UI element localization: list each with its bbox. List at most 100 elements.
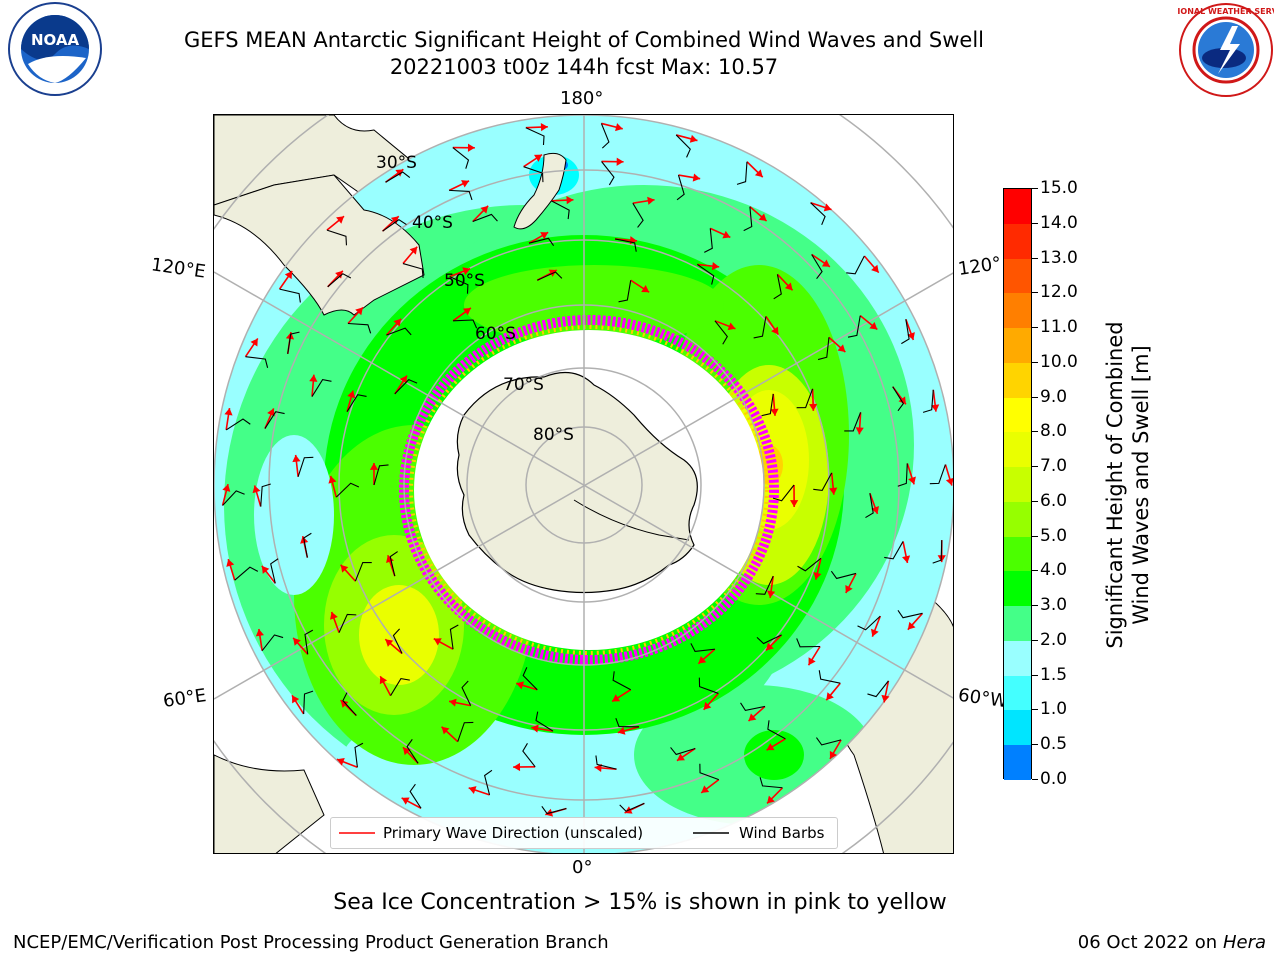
wind-barb	[601, 161, 615, 186]
wave-arrow-head	[826, 692, 834, 701]
lon-label-120w: 120°	[956, 253, 1003, 280]
wind-barb	[773, 274, 782, 300]
wave-arrow-head	[462, 267, 471, 276]
wave-arrow-head	[433, 638, 442, 646]
wave-arrow-head	[267, 408, 275, 417]
lon-label-60w: 60°W	[956, 684, 1009, 713]
wind-barb	[304, 629, 314, 655]
wave-arrow-head	[347, 390, 356, 399]
wave-arrow-head	[766, 590, 776, 598]
wind-barb	[830, 570, 857, 580]
wind-barb	[847, 315, 861, 338]
colorbar-tick-label: 8.0	[1040, 421, 1068, 442]
wind-barb	[261, 634, 284, 652]
wind-barb	[472, 213, 498, 223]
wave-arrow-head	[226, 559, 235, 567]
wave-arrow-head	[399, 375, 407, 384]
wind-barb	[260, 483, 271, 507]
wave-arrow-head	[462, 307, 471, 316]
wave-arrow-head	[647, 196, 655, 205]
wave-arrow-head	[758, 213, 767, 222]
map-panel	[213, 114, 954, 854]
wind-barb	[740, 702, 766, 711]
wind-barb	[932, 540, 943, 564]
wave-arrow-head	[808, 403, 818, 411]
colorbar-segment	[1004, 189, 1031, 225]
wave-arrow-head	[513, 762, 521, 772]
lon-label-0: 0°	[572, 857, 593, 878]
wind-barb	[614, 238, 637, 252]
chart-subtitle: 20221003 t00z 144h fcst Max: 10.57	[389, 55, 779, 79]
wave-arrow-head	[770, 408, 779, 416]
footer-date: 06 Oct 2022 on Hera	[1078, 932, 1266, 953]
wind-barb	[897, 463, 908, 487]
wave-arrow-head	[641, 285, 650, 293]
wind-barb	[326, 229, 348, 246]
wind-barb	[815, 737, 842, 746]
colorbar-segment	[1004, 223, 1031, 259]
colorbar-segment	[1004, 606, 1031, 642]
wind-barb	[457, 721, 474, 742]
wind-barb	[342, 692, 357, 716]
colorbar-segment	[1004, 328, 1031, 364]
wave-arrow-head	[335, 270, 343, 279]
wind-barb	[386, 327, 412, 336]
wind-barb	[690, 643, 715, 652]
wave-arrow-head	[261, 565, 270, 574]
wave-arrow-head	[250, 338, 258, 347]
wave-arrow-head	[813, 572, 822, 580]
wind-barb	[389, 551, 398, 577]
colorbar-tick-label: 1.5	[1040, 664, 1068, 685]
wind-barb	[612, 671, 631, 691]
wind-barb	[522, 743, 536, 768]
wave-arrow-head	[355, 307, 363, 316]
wind-barb	[335, 482, 360, 498]
wind-barb	[619, 802, 645, 812]
wind-barb	[753, 316, 767, 339]
wave-arrow-head	[823, 203, 832, 212]
wind-barb	[327, 273, 352, 288]
wind-barb	[311, 378, 332, 397]
wind-barb	[811, 254, 823, 280]
wind-barb	[857, 615, 881, 631]
colorbar-tick-label: 13.0	[1040, 247, 1078, 268]
wave-arrow-head	[292, 695, 300, 704]
wave-arrow-head	[784, 282, 793, 291]
wave-arrow-head	[808, 657, 816, 666]
wave-arrow-head	[748, 713, 757, 722]
wave-arrow-head	[594, 763, 602, 773]
wave-arrow-head	[292, 454, 301, 463]
lat-label-60s: 60°S	[475, 324, 516, 344]
colorbar-tick-mark	[1032, 570, 1038, 572]
colorbar-tick-mark	[1032, 744, 1038, 746]
wave-arrow-head	[703, 701, 712, 710]
wind-barb	[818, 670, 841, 684]
wave-arrow-head	[252, 485, 261, 494]
colorbar-tick-mark	[1032, 466, 1038, 468]
map-legend: Primary Wave Direction (unscaled) Wind B…	[330, 817, 838, 849]
wave-arrow-head	[727, 322, 736, 331]
wave-arrow-head	[255, 628, 264, 637]
wave-arrow-head	[441, 726, 450, 735]
wind-barb	[449, 624, 459, 650]
wave-arrow-head	[379, 676, 388, 685]
lon-label-180: 180°	[560, 88, 604, 109]
wind-barb	[234, 566, 259, 581]
colorbar-tick-label: 0.0	[1040, 769, 1068, 789]
lat-label-50s: 50°S	[444, 271, 485, 291]
wave-arrow-head	[931, 404, 940, 412]
wave-arrow-head	[698, 656, 707, 664]
wave-arrow-head	[612, 694, 621, 702]
colorbar-tick-label: 15.0	[1040, 178, 1078, 198]
colorbar-segment	[1004, 675, 1031, 711]
wave-arrow-head	[385, 639, 394, 647]
wind-barb	[354, 742, 364, 768]
lon-label-120e: 120°E	[149, 254, 207, 283]
wind-barb	[225, 418, 251, 431]
wind-barbs	[222, 123, 946, 815]
colorbar-tick-mark	[1032, 222, 1038, 224]
wave-arrow-head	[771, 326, 779, 335]
wave-arrow-head	[907, 621, 916, 630]
colorbar-segment	[1004, 362, 1031, 399]
footer-branch: NCEP/EMC/Verification Post Processing Pr…	[13, 932, 609, 953]
